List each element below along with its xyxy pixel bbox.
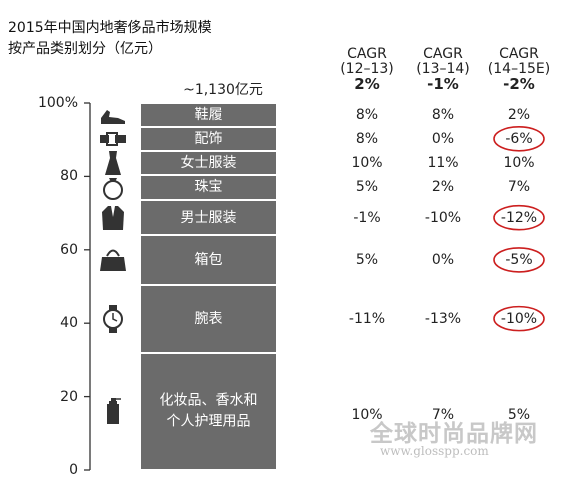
y-tick-label: 80 [60, 168, 78, 185]
segment-label: 珠宝 [141, 177, 276, 197]
segment-label: 配饰 [141, 129, 276, 149]
bar-segment [141, 236, 276, 284]
cagr-value: 5% [355, 179, 379, 196]
segment-label-line: 珠宝 [194, 179, 223, 196]
total-label: ~1,130亿元 [183, 82, 263, 98]
cagr-value: 8% [431, 106, 455, 123]
segment-label-line: 个人护理用品 [166, 413, 251, 430]
suit-icon [98, 203, 128, 233]
watch-icon [98, 304, 128, 334]
cagr-value: -10% [424, 209, 462, 226]
cagr-value: 10% [351, 406, 383, 423]
cagr-value: 5% [355, 251, 379, 268]
bar-segment [141, 104, 276, 126]
segment-label: 箱包 [141, 250, 276, 270]
segment-label: 男士服装 [141, 208, 276, 228]
segment-label: 鞋履 [141, 105, 276, 125]
handbag-icon [98, 245, 128, 275]
belt-icon [98, 124, 128, 154]
cagr-value: 8% [355, 130, 379, 147]
watermark-text: 全球时尚品牌网 [370, 420, 538, 447]
cagr-value: -5% [505, 251, 533, 268]
cagr-value: 2% [507, 106, 531, 123]
highlight-circle [493, 204, 545, 231]
chart-title: 2015年中国内地奢侈品市场规模 [8, 20, 212, 36]
bar-segment [141, 175, 276, 200]
bar-segment [141, 201, 276, 235]
y-tick-label: 40 [60, 315, 78, 332]
cagr-value: 5% [507, 406, 531, 423]
segment-label-line: 女士服装 [180, 154, 237, 171]
perfume-icon [98, 396, 128, 426]
cagr-value: 7% [431, 406, 455, 423]
segment-label: 腕表 [141, 308, 276, 328]
segment-label-line: 化妆品、香水和 [159, 392, 258, 409]
cagr-value: 8% [355, 106, 379, 123]
highlight-circle [493, 247, 545, 273]
bar-segment [141, 353, 276, 469]
y-tick-label: 60 [60, 241, 78, 258]
segment-label: 女士服装 [141, 152, 276, 172]
cagr-value: 0% [431, 130, 455, 147]
segment-label-line: 男士服装 [180, 209, 237, 226]
cagr-value: 10% [503, 154, 535, 171]
segment-label-line: 配饰 [194, 130, 223, 147]
cagr-value: 11% [427, 154, 459, 171]
y-tick-label: 100% [37, 95, 78, 111]
segment-label-line: 腕表 [194, 310, 223, 327]
segment-label-line: 箱包 [194, 251, 223, 268]
col-header-3: CAGR (14–15E) -2% [487, 46, 551, 93]
chart-subtitle: 按产品类别划分（亿元） [8, 41, 162, 57]
bar-segment [141, 127, 276, 150]
y-tick-label: 20 [60, 388, 78, 405]
bar-segment [141, 285, 276, 352]
cagr-value: 7% [507, 179, 531, 196]
col-header-2: CAGR (13–14) -1% [416, 46, 470, 93]
cagr-value: -1% [353, 209, 381, 226]
cagr-value: 0% [431, 251, 455, 268]
cagr-value: -13% [424, 310, 462, 327]
cagr-value: -11% [348, 310, 386, 327]
segment-label-line: 鞋履 [194, 106, 223, 123]
cagr-value: -10% [500, 310, 538, 327]
segment-label: 化妆品、香水和 个人护理用品 [141, 391, 276, 432]
watermark-url: www.glosspp.com [380, 444, 489, 458]
cagr-value: -12% [500, 209, 538, 226]
y-tick-label: 0 [69, 462, 78, 478]
ring-icon [98, 172, 128, 202]
shoes-icon [98, 100, 128, 130]
bar-segment [141, 151, 276, 174]
highlight-circle [493, 125, 545, 152]
col-header-1: CAGR (12–13) 2% [340, 46, 394, 93]
cagr-value: 10% [351, 154, 383, 171]
cagr-value: -6% [505, 130, 533, 147]
highlight-circle [493, 305, 545, 332]
cagr-value: 2% [431, 179, 455, 196]
dress-icon [98, 148, 128, 178]
